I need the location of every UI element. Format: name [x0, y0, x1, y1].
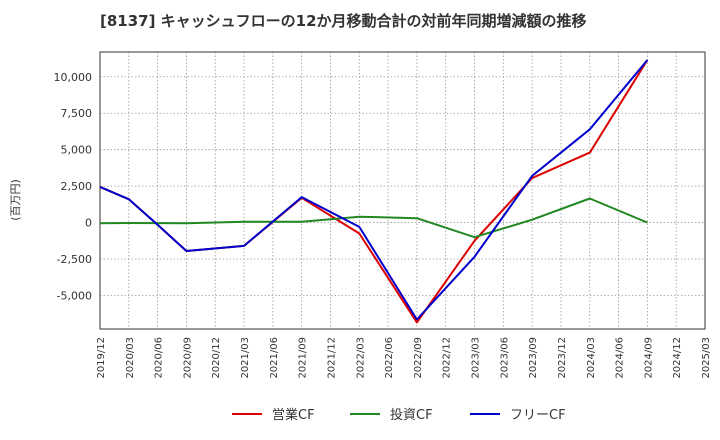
series-line	[99, 59, 649, 321]
y-tick-label: 0	[85, 217, 92, 230]
y-tick-label: -2,500	[57, 253, 92, 266]
x-tick-label: 2020/09	[182, 337, 193, 379]
legend: 営業CF 投資CF フリーCF	[232, 407, 566, 423]
chart-title: [8137] キャッシュフローの12か月移動合計の対前年同期増減額の推移	[100, 12, 587, 30]
x-tick-label: 2023/06	[499, 337, 510, 379]
x-tick-label: 2024/12	[672, 337, 683, 379]
x-tick-label: 2023/03	[471, 337, 482, 379]
x-tick-label: 2022/09	[413, 337, 424, 379]
y-tick-label: 5,000	[61, 144, 93, 157]
x-tick-label: 2021/12	[326, 337, 337, 379]
series-line	[99, 197, 648, 239]
y-tick-label: -5,000	[57, 289, 92, 302]
y-axis-ticks: -5,000 -2,500 0 2,500 5,000 7,500 10,000	[54, 71, 93, 303]
y-axis-label: (百万円)	[9, 179, 22, 221]
x-tick-label: 2021/03	[240, 337, 251, 379]
series-line	[99, 59, 649, 324]
x-tick-label: 2021/06	[269, 337, 280, 379]
x-tick-label: 2022/12	[442, 337, 453, 379]
x-axis-ticks: 2019/12 2020/03 2020/06 2020/09 2020/12 2021/…	[96, 337, 712, 379]
x-tick-label: 2021/09	[298, 337, 309, 379]
legend-label: フリーCF	[510, 408, 566, 423]
x-tick-label: 2023/12	[557, 337, 568, 379]
y-tick-label: 7,500	[61, 107, 93, 120]
x-tick-label: 2022/03	[355, 337, 366, 379]
plot-frame	[99, 51, 706, 330]
x-tick-label: 2023/09	[528, 337, 539, 379]
y-tick-label: 10,000	[54, 71, 93, 84]
grid-lines	[100, 52, 705, 329]
legend-label: 投資CF	[390, 407, 433, 423]
series-lines	[99, 59, 649, 324]
x-tick-label: 2025/03	[701, 337, 712, 379]
x-tick-label: 2020/03	[125, 337, 136, 379]
x-tick-label: 2020/12	[211, 337, 222, 379]
x-tick-label: 2020/06	[154, 337, 165, 379]
x-tick-label: 2024/09	[643, 337, 654, 379]
legend-label: 営業CF	[272, 407, 315, 423]
x-tick-label: 2022/06	[384, 337, 395, 379]
x-tick-label: 2024/06	[615, 337, 626, 379]
x-tick-label: 2024/03	[586, 337, 597, 379]
y-tick-label: 2,500	[61, 180, 93, 193]
x-tick-label: 2019/12	[96, 337, 107, 379]
